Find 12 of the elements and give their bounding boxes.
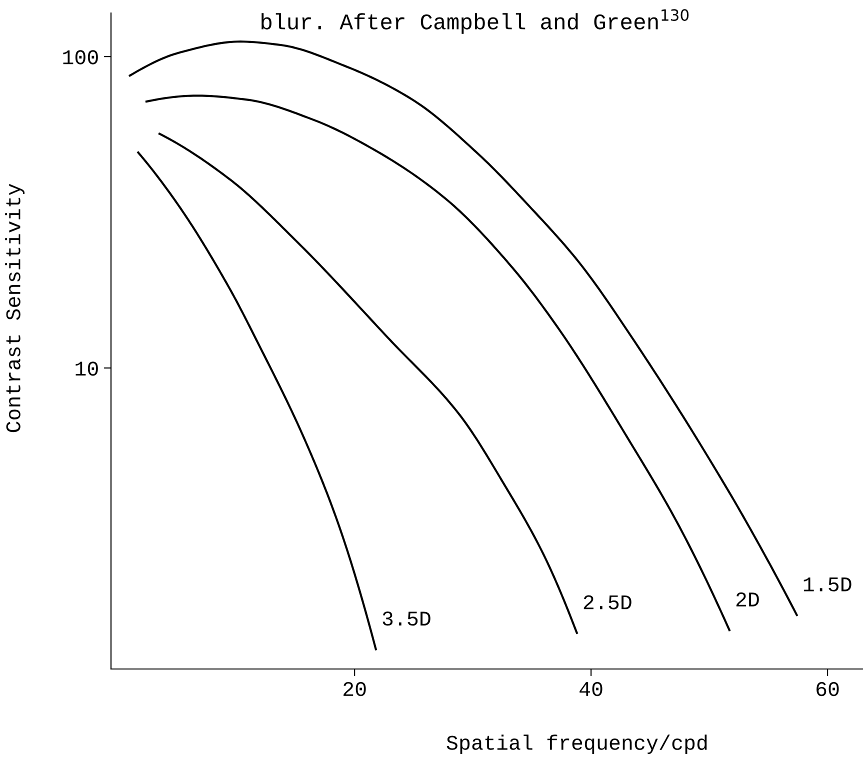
y-axis-title: Contrast Sensitivity: [5, 184, 25, 432]
series-label: 2D: [736, 592, 759, 606]
series-label: 1.5D: [804, 578, 852, 592]
x-tick-label: 60: [816, 682, 839, 696]
series-label: 2.5D: [584, 595, 632, 610]
x-tick-label: 20: [344, 682, 366, 696]
y-tick-label: 100: [63, 50, 98, 64]
x-axis-title: Spatial frequency/cpd: [446, 734, 707, 754]
x-tick-label: 40: [580, 682, 602, 696]
y-tick-label: 10: [76, 362, 98, 376]
chart-title: blur. After Campbell and Green$^{130}$: [262, 9, 689, 34]
series-label: 3.5D: [382, 612, 430, 626]
